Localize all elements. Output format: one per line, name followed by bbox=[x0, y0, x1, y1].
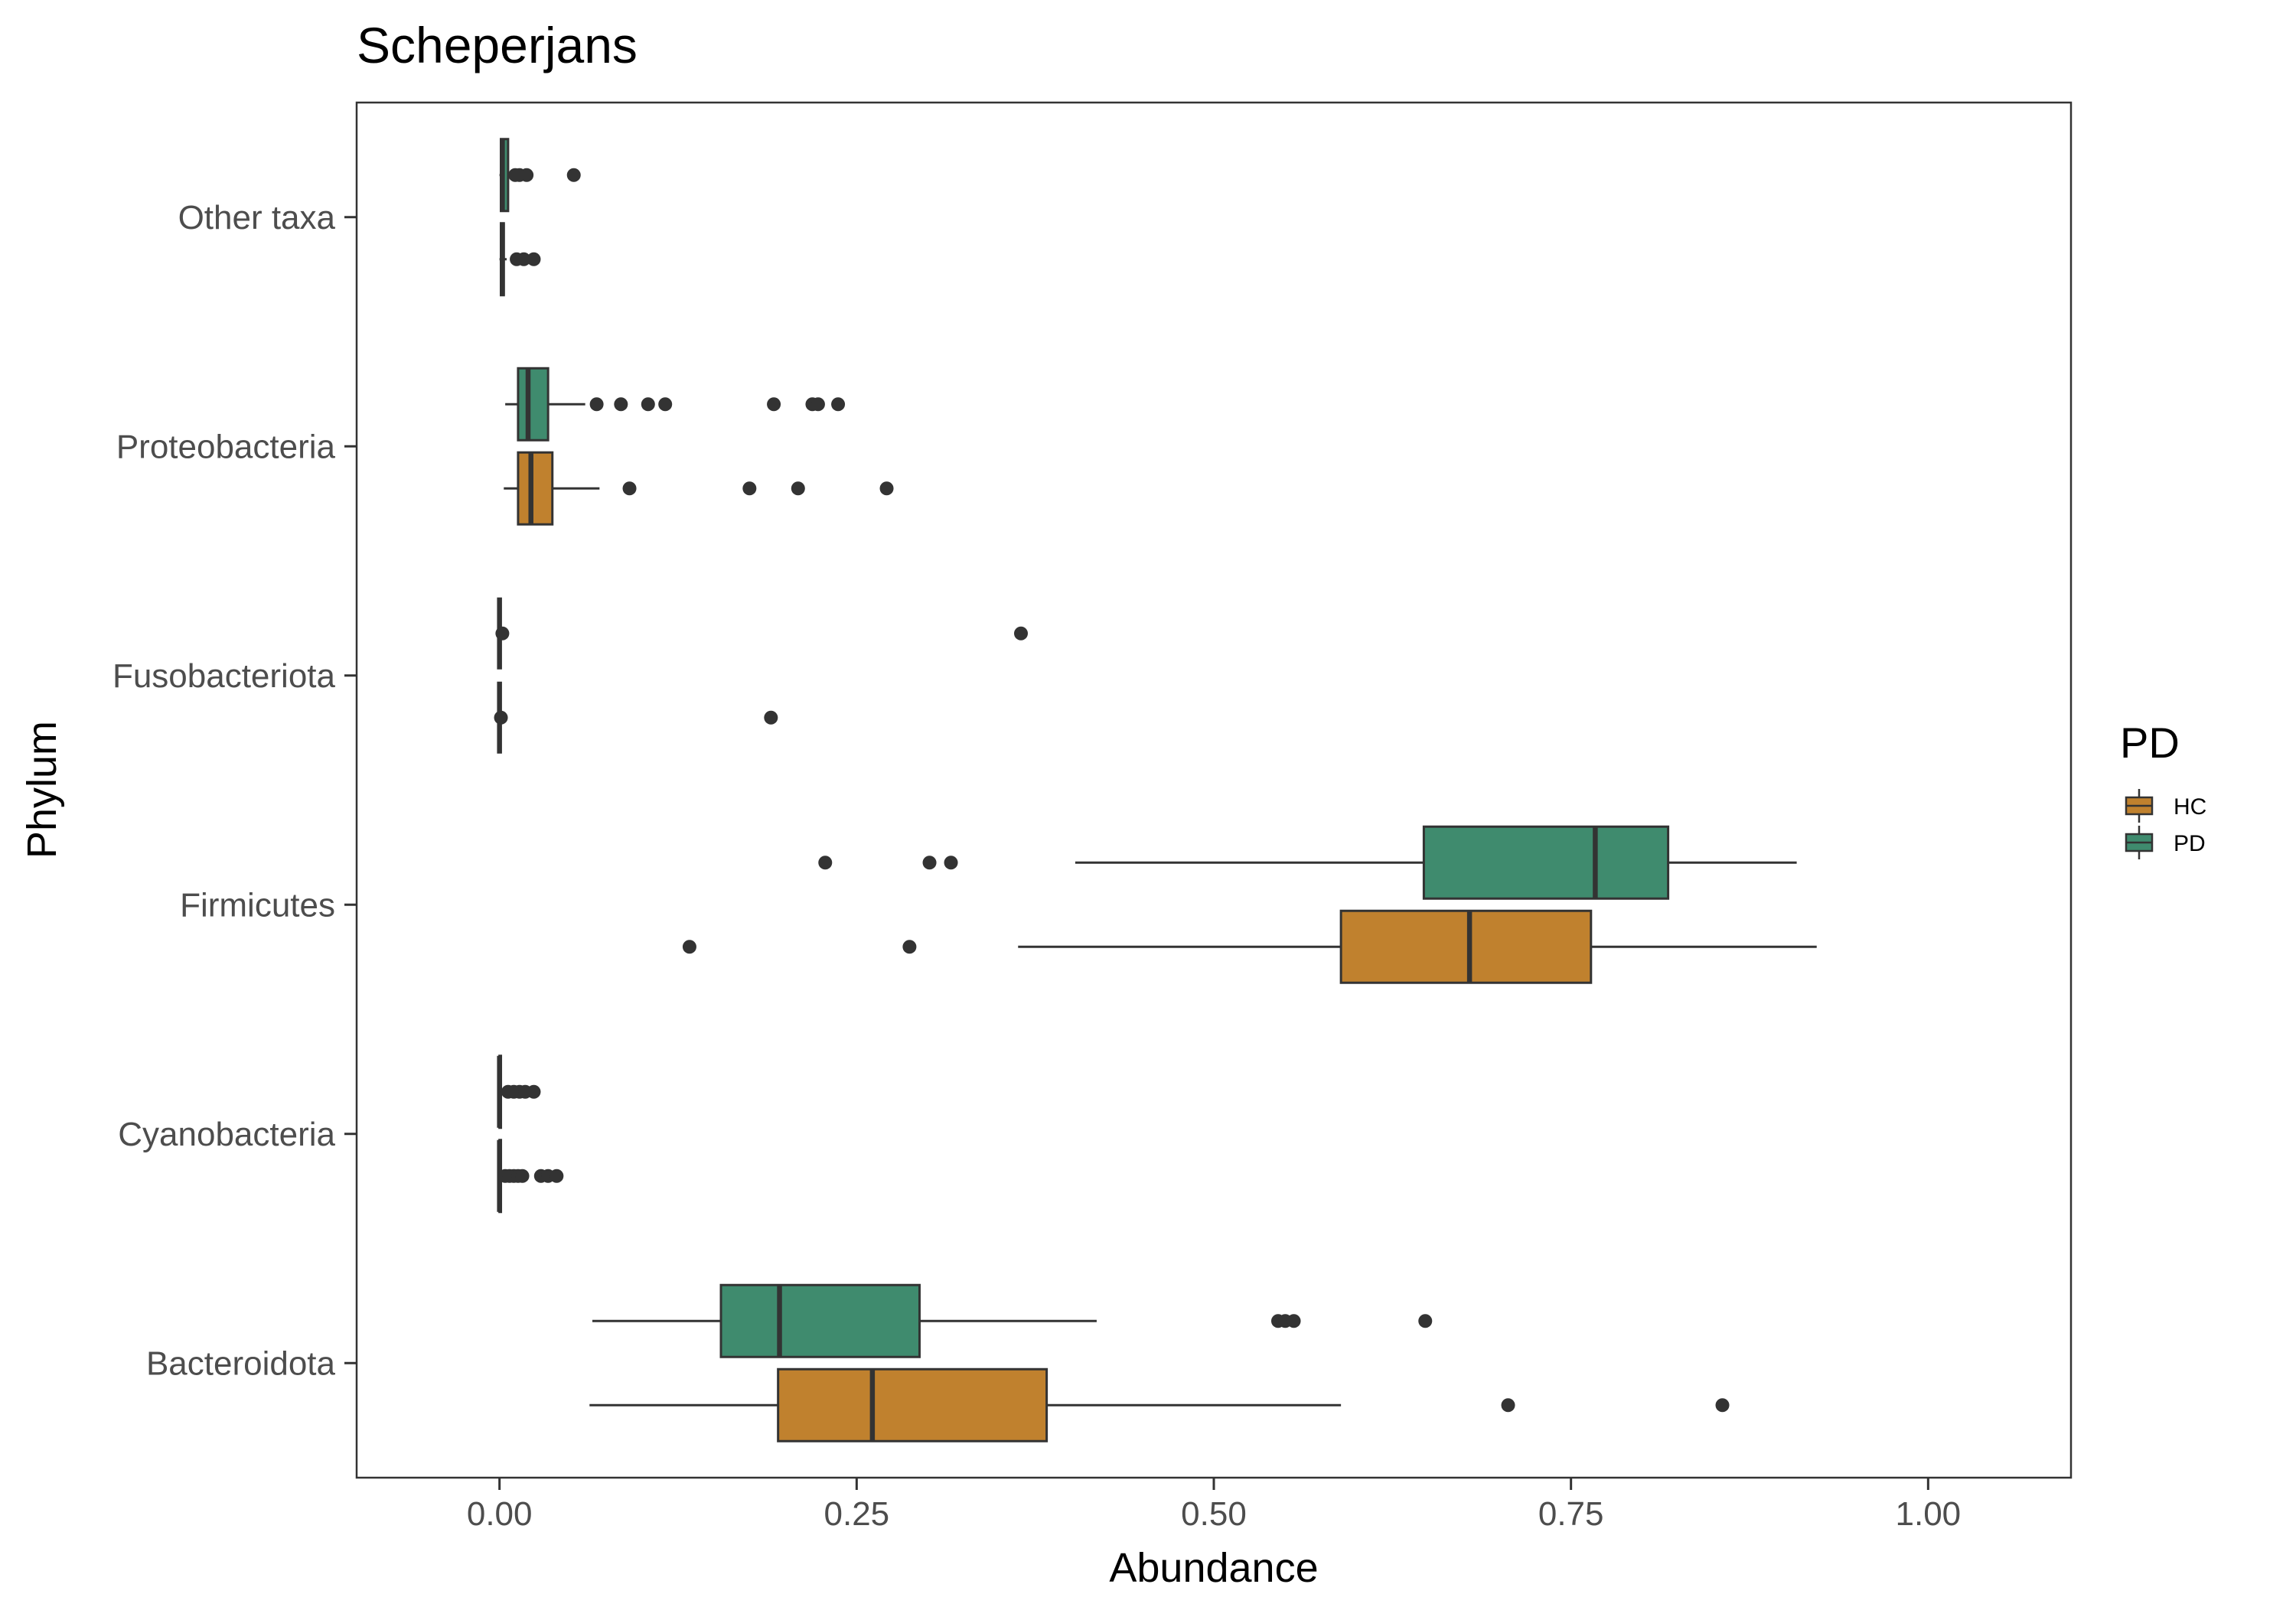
x-tick-label: 1.00 bbox=[1896, 1495, 1962, 1533]
y-tick-label: Firmicutes bbox=[180, 886, 335, 924]
outlier-point bbox=[944, 856, 958, 870]
outlier-point bbox=[566, 168, 581, 182]
box-proteobacteria-hc bbox=[504, 451, 894, 526]
outlier-point bbox=[527, 252, 541, 266]
outlier-point bbox=[791, 481, 805, 496]
x-tick-label: 0.75 bbox=[1538, 1495, 1604, 1533]
box-iqr bbox=[777, 1367, 1049, 1442]
outlier-point bbox=[1501, 1398, 1515, 1413]
x-axis-label: Abundance bbox=[1109, 1545, 1318, 1591]
outlier-point bbox=[1287, 1314, 1301, 1328]
outlier-point bbox=[494, 710, 508, 725]
outlier-point bbox=[495, 626, 510, 641]
outlier-point bbox=[527, 1084, 541, 1099]
outlier-point bbox=[879, 481, 894, 496]
outlier-point bbox=[589, 397, 604, 412]
y-tick-label: Bacteroidota bbox=[146, 1345, 336, 1382]
outlier-point bbox=[818, 856, 833, 870]
outlier-point bbox=[515, 1169, 530, 1183]
y-tick-label: Other taxa bbox=[178, 199, 336, 236]
outlier-point bbox=[831, 397, 846, 412]
x-axis: 0.00 0.25 0.50 0.75 1.00 bbox=[467, 1478, 1961, 1533]
x-tick-label: 0.00 bbox=[467, 1495, 533, 1533]
outlier-point bbox=[1014, 626, 1028, 641]
y-axis: Bacteroidota Cyanobacteria Firmicutes Fusob… bbox=[113, 199, 357, 1382]
y-axis-label: Phylum bbox=[19, 721, 65, 859]
outlier-point bbox=[520, 168, 534, 182]
outlier-point bbox=[810, 397, 825, 412]
outlier-point bbox=[1715, 1398, 1730, 1413]
box-iqr bbox=[517, 367, 550, 442]
y-tick-label: Proteobacteria bbox=[116, 428, 336, 465]
outlier-point bbox=[764, 710, 778, 725]
legend-item-pd: PD bbox=[2125, 826, 2206, 859]
outlier-point bbox=[682, 940, 696, 954]
legend-item-hc: HC bbox=[2125, 789, 2206, 823]
outlier-point bbox=[517, 252, 531, 266]
box-other-taxa-pd bbox=[499, 138, 581, 213]
legend-label: HC bbox=[2174, 794, 2206, 820]
outlier-point bbox=[902, 940, 917, 954]
legend-title: PD bbox=[2120, 719, 2180, 767]
box-proteobacteria-pd bbox=[505, 367, 846, 442]
legend-items: HC PD bbox=[2125, 789, 2206, 859]
x-tick-label: 0.50 bbox=[1181, 1495, 1247, 1533]
legend-label: PD bbox=[2174, 831, 2206, 856]
x-tick-label: 0.25 bbox=[824, 1495, 890, 1533]
box-iqr bbox=[1422, 825, 1670, 900]
y-tick-label: Fusobacteriota bbox=[113, 657, 336, 695]
box-fusobacteriota-pd bbox=[495, 597, 1028, 670]
series-pd bbox=[495, 138, 1797, 1358]
chart-title: Scheperjans bbox=[357, 17, 638, 73]
box-iqr bbox=[719, 1283, 921, 1358]
outlier-point bbox=[641, 397, 655, 412]
box-iqr bbox=[1339, 909, 1593, 984]
outlier-point bbox=[1418, 1314, 1433, 1328]
box-bacteroidota-hc bbox=[589, 1367, 1730, 1442]
outlier-point bbox=[614, 397, 628, 412]
box-cyanobacteria-hc bbox=[497, 1139, 564, 1214]
outlier-point bbox=[767, 397, 781, 412]
outlier-point bbox=[622, 481, 637, 496]
outlier-point bbox=[550, 1169, 564, 1183]
series-hc bbox=[494, 222, 1817, 1442]
box-fusobacteriota-hc bbox=[494, 681, 778, 754]
box-cyanobacteria-pd bbox=[497, 1054, 541, 1129]
legend: PD HC PD bbox=[2120, 719, 2206, 859]
y-tick-label: Cyanobacteria bbox=[118, 1116, 335, 1153]
outlier-point bbox=[742, 481, 757, 496]
plot-area bbox=[494, 138, 1817, 1442]
box-bacteroidota-pd bbox=[592, 1283, 1433, 1358]
box-iqr bbox=[517, 451, 554, 526]
outlier-point bbox=[922, 856, 937, 870]
outlier-point bbox=[658, 397, 673, 412]
box-firmicutes-hc bbox=[682, 909, 1817, 984]
box-firmicutes-pd bbox=[818, 825, 1797, 900]
box-other-taxa-hc bbox=[499, 222, 541, 297]
